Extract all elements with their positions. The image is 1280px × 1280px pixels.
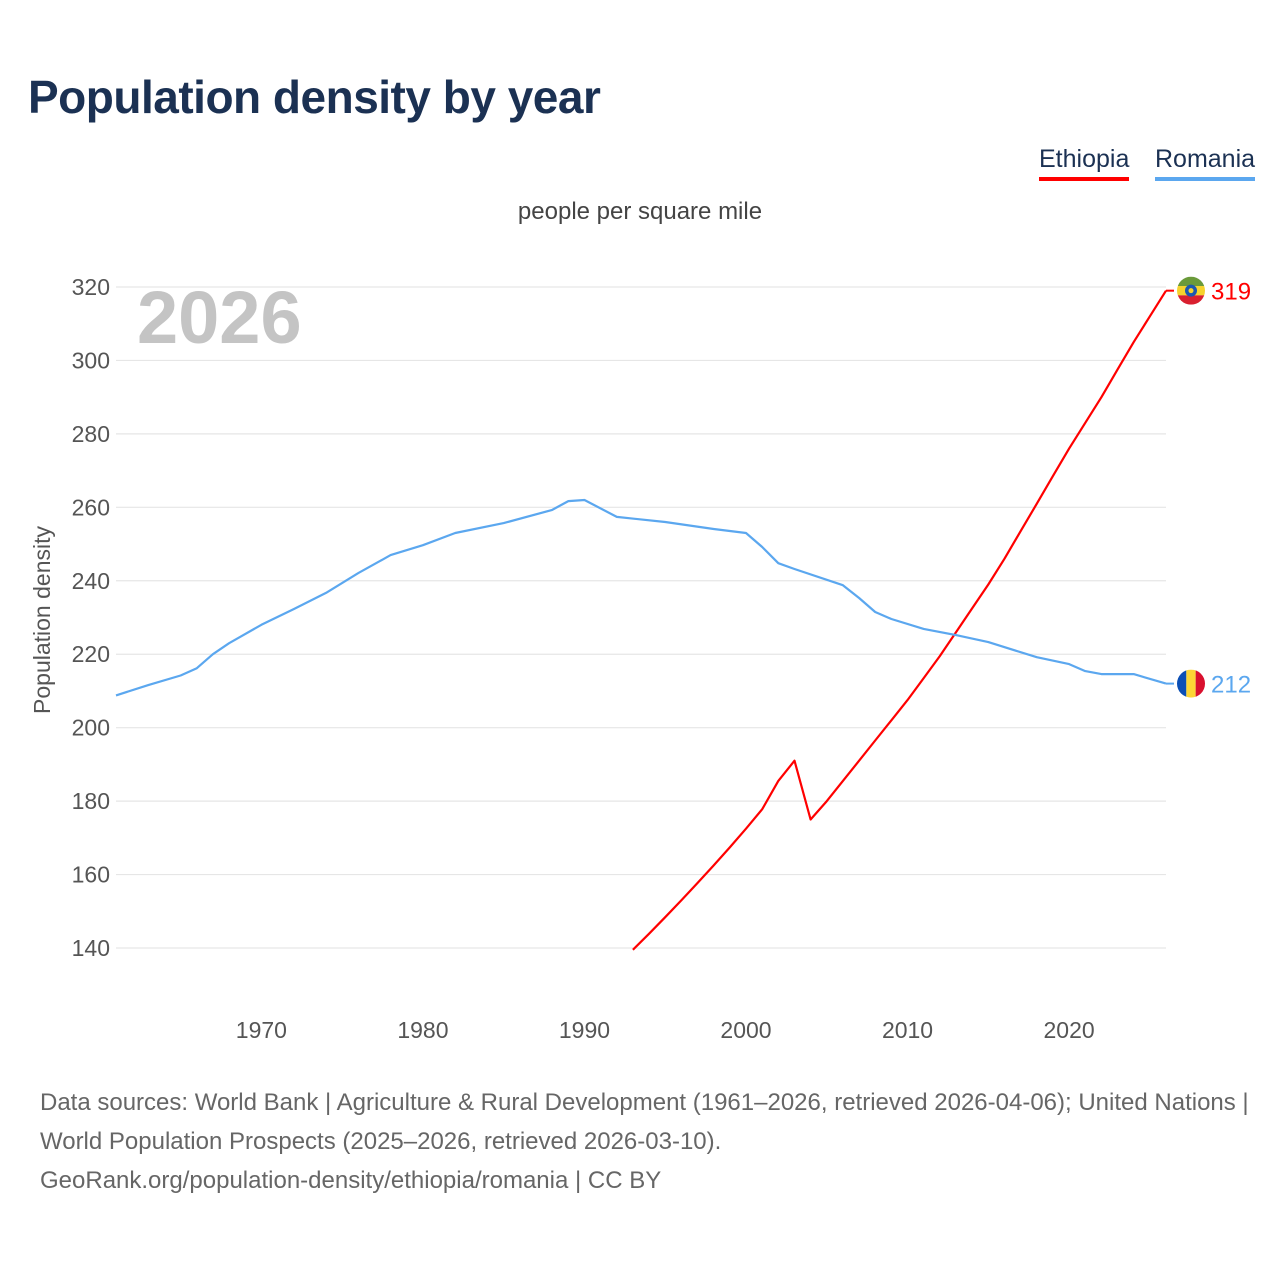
x-tick-label: 1970 [236, 1017, 287, 1043]
x-tick-label: 1980 [397, 1017, 448, 1043]
y-tick-label: 140 [72, 935, 110, 961]
y-tick-label: 240 [72, 568, 110, 594]
gridlines [116, 286, 1166, 949]
source-link[interactable]: GeoRank.org/population-density/ethiopia/… [40, 1167, 662, 1194]
x-tick-label: 2000 [720, 1017, 771, 1043]
y-tick-label: 260 [72, 494, 110, 520]
line-chart: 2026 Population density 140 160 180 200 220 2… [29, 274, 1251, 1043]
series-line-romania[interactable] [115, 498, 1167, 697]
y-axis-label: Population density [29, 526, 55, 714]
legend-item-ethiopia[interactable]: Ethiopia [1039, 145, 1130, 181]
x-axis-ticks: 1970 1980 1990 2000 2010 2020 [236, 1017, 1095, 1043]
y-tick-label: 180 [72, 788, 110, 814]
y-tick-label: 160 [72, 862, 110, 888]
y-tick-label: 280 [72, 421, 110, 447]
series-lines [115, 290, 1167, 951]
x-tick-label: 2020 [1043, 1017, 1094, 1043]
end-value-label: 319 [1211, 279, 1251, 306]
chart-title: Population density by year [28, 71, 601, 123]
footer: Data sources: World Bank | Agriculture &… [40, 1083, 1250, 1200]
x-tick-label: 1990 [559, 1017, 610, 1043]
chart-subtitle: people per square mile [517, 198, 763, 225]
series-end-markers: 319 212 [1166, 276, 1251, 699]
year-watermark: 2026 [137, 276, 302, 359]
ethiopia-flag-icon [1177, 276, 1205, 305]
y-tick-label: 300 [72, 347, 110, 373]
romania-flag-icon [1177, 669, 1205, 698]
series-line-ethiopia[interactable] [632, 290, 1167, 951]
legend-item-romania[interactable]: Romania [1155, 145, 1256, 181]
data-sources: Data sources: World Bank | Agriculture &… [40, 1089, 1249, 1155]
y-tick-label: 320 [72, 274, 110, 300]
y-tick-label: 220 [72, 641, 110, 667]
y-axis-ticks: 140 160 180 200 220 240 260 280 300 320 [72, 274, 110, 961]
x-tick-label: 2010 [882, 1017, 933, 1043]
end-value-label: 212 [1211, 672, 1251, 699]
y-tick-label: 200 [72, 715, 110, 741]
